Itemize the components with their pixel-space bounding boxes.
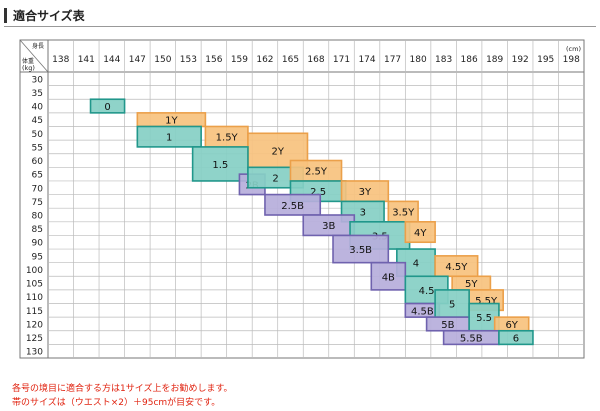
height-tick-label: 156 xyxy=(205,55,222,65)
size-box-1 xyxy=(136,125,202,148)
weight-tick-label: 125 xyxy=(26,334,43,344)
weight-tick-label: 80 xyxy=(32,212,44,222)
height-tick-label: 159 xyxy=(231,55,248,65)
height-tick-label: 171 xyxy=(333,55,350,65)
note-line-1: 各号の境目に適合する方は1サイズ上をお勧めします。 xyxy=(12,384,233,394)
height-tick-label: 150 xyxy=(154,55,171,65)
height-tick-label: 177 xyxy=(384,55,401,65)
size-label-1: 1 xyxy=(166,133,172,144)
size-label-3_5Y: 3.5Y xyxy=(392,208,415,219)
size-box-0 xyxy=(89,98,126,114)
size-label-2_5: 2.5 xyxy=(310,187,326,198)
weight-tick-label: 105 xyxy=(26,280,43,290)
weight-tick-label: 40 xyxy=(32,103,44,113)
weight-tick-label: 120 xyxy=(26,320,43,330)
size-box-2_5B xyxy=(264,193,322,216)
size-label-4: 4 xyxy=(413,259,419,270)
size-label-4Y: 4Y xyxy=(414,228,427,239)
height-unit-label: (cm) xyxy=(566,45,581,53)
size-box-3_5B xyxy=(332,234,390,264)
height-tick-label: 192 xyxy=(512,55,529,65)
size-label-3: 3 xyxy=(360,208,366,219)
size-label-1_5: 1.5 xyxy=(212,160,228,171)
size-label-4_5Y: 4.5Y xyxy=(445,262,468,273)
height-tick-label: 147 xyxy=(129,55,146,65)
weight-tick-label: 85 xyxy=(32,225,43,235)
weight-unit-label: (kg) xyxy=(22,64,35,72)
weight-tick-label: 75 xyxy=(32,198,43,208)
weight-tick-label: 50 xyxy=(32,130,44,140)
height-tick-label: 162 xyxy=(256,55,273,65)
size-box-1_5 xyxy=(191,146,249,182)
weight-tick-label: 115 xyxy=(26,307,43,317)
page-title: 適合サイズ表 xyxy=(4,7,85,24)
size-label-5_5: 5.5 xyxy=(476,313,492,324)
title-bar xyxy=(4,8,7,23)
size-label-4_5B: 4.5B xyxy=(411,306,434,317)
axes: 138 141 144 147 150 153 156 159 162 165 168 171 174 1… xyxy=(22,42,581,358)
height-tick-label: 153 xyxy=(180,55,197,65)
weight-tick-label: 70 xyxy=(32,184,44,194)
weight-tick-label: 130 xyxy=(26,348,43,358)
height-tick-label: 138 xyxy=(52,55,69,65)
height-tick-label: 183 xyxy=(435,55,452,65)
weight-tick-label: 60 xyxy=(32,157,44,167)
weight-tick-label: 35 xyxy=(32,89,43,99)
weight-tick-label: 30 xyxy=(32,75,44,85)
size-label-5Y: 5Y xyxy=(465,279,478,290)
size-label-1_5Y: 1.5Y xyxy=(216,133,239,144)
weight-tick-label: 100 xyxy=(26,266,43,276)
size-label-5B: 5B xyxy=(441,320,454,331)
height-tick-label: 141 xyxy=(78,55,95,65)
size-label-2: 2 xyxy=(272,174,278,185)
header-diagonal xyxy=(19,39,49,73)
title-text: 適合サイズ表 xyxy=(13,9,85,23)
size-label-0: 0 xyxy=(104,102,110,113)
size-label-1Y: 1Y xyxy=(165,116,178,127)
size-label-2_5Y: 2.5Y xyxy=(305,167,328,178)
height-tick-label: 174 xyxy=(358,55,375,65)
size-box-4B xyxy=(370,261,407,291)
height-tick-label: 198 xyxy=(563,55,580,65)
height-tick-label: 195 xyxy=(537,55,554,65)
size-label-5_5Y: 5.5Y xyxy=(475,296,498,307)
height-tick-label: 165 xyxy=(282,55,299,65)
size-label-3Y: 3Y xyxy=(359,187,372,198)
size-label-2Y: 2Y xyxy=(271,146,284,157)
size-label-3_5B: 3.5B xyxy=(349,245,372,256)
height-tick-label: 144 xyxy=(103,55,120,65)
height-tick-label: 189 xyxy=(486,55,503,65)
size-box-6 xyxy=(498,329,534,346)
weight-tick-label: 90 xyxy=(32,239,44,249)
size-label-6Y: 6Y xyxy=(505,320,518,331)
height-axis-label: 身長 xyxy=(32,42,44,50)
height-tick-label: 168 xyxy=(307,55,324,65)
size-boxes: 01Y11.5Y2Y1.52B22.5Y2.53Y2.5B33.5Y3B3.54… xyxy=(89,98,534,346)
size-label-4B: 4B xyxy=(382,272,395,283)
size-label-6: 6 xyxy=(513,334,519,345)
height-tick-label: 180 xyxy=(410,55,427,65)
note-line-2: 帯のサイズは（ウエスト×2）＋95cmが目安です。 xyxy=(12,398,221,408)
size-label-5_5B: 5.5B xyxy=(460,334,483,345)
weight-tick-label: 95 xyxy=(32,252,43,262)
size-label-2_5B: 2.5B xyxy=(281,201,304,212)
height-tick-label: 186 xyxy=(461,55,478,65)
weight-axis-label: 体重 xyxy=(22,57,34,65)
weight-tick-label: 55 xyxy=(32,143,43,153)
size-label-4_5: 4.5 xyxy=(419,286,435,297)
size-label-3B: 3B xyxy=(322,221,335,232)
weight-tick-label: 45 xyxy=(32,116,43,126)
title-divider xyxy=(4,26,596,27)
size-label-5: 5 xyxy=(449,300,455,311)
weight-tick-label: 110 xyxy=(26,293,43,303)
size-box-4Y xyxy=(404,221,436,244)
weight-tick-label: 65 xyxy=(32,171,43,181)
